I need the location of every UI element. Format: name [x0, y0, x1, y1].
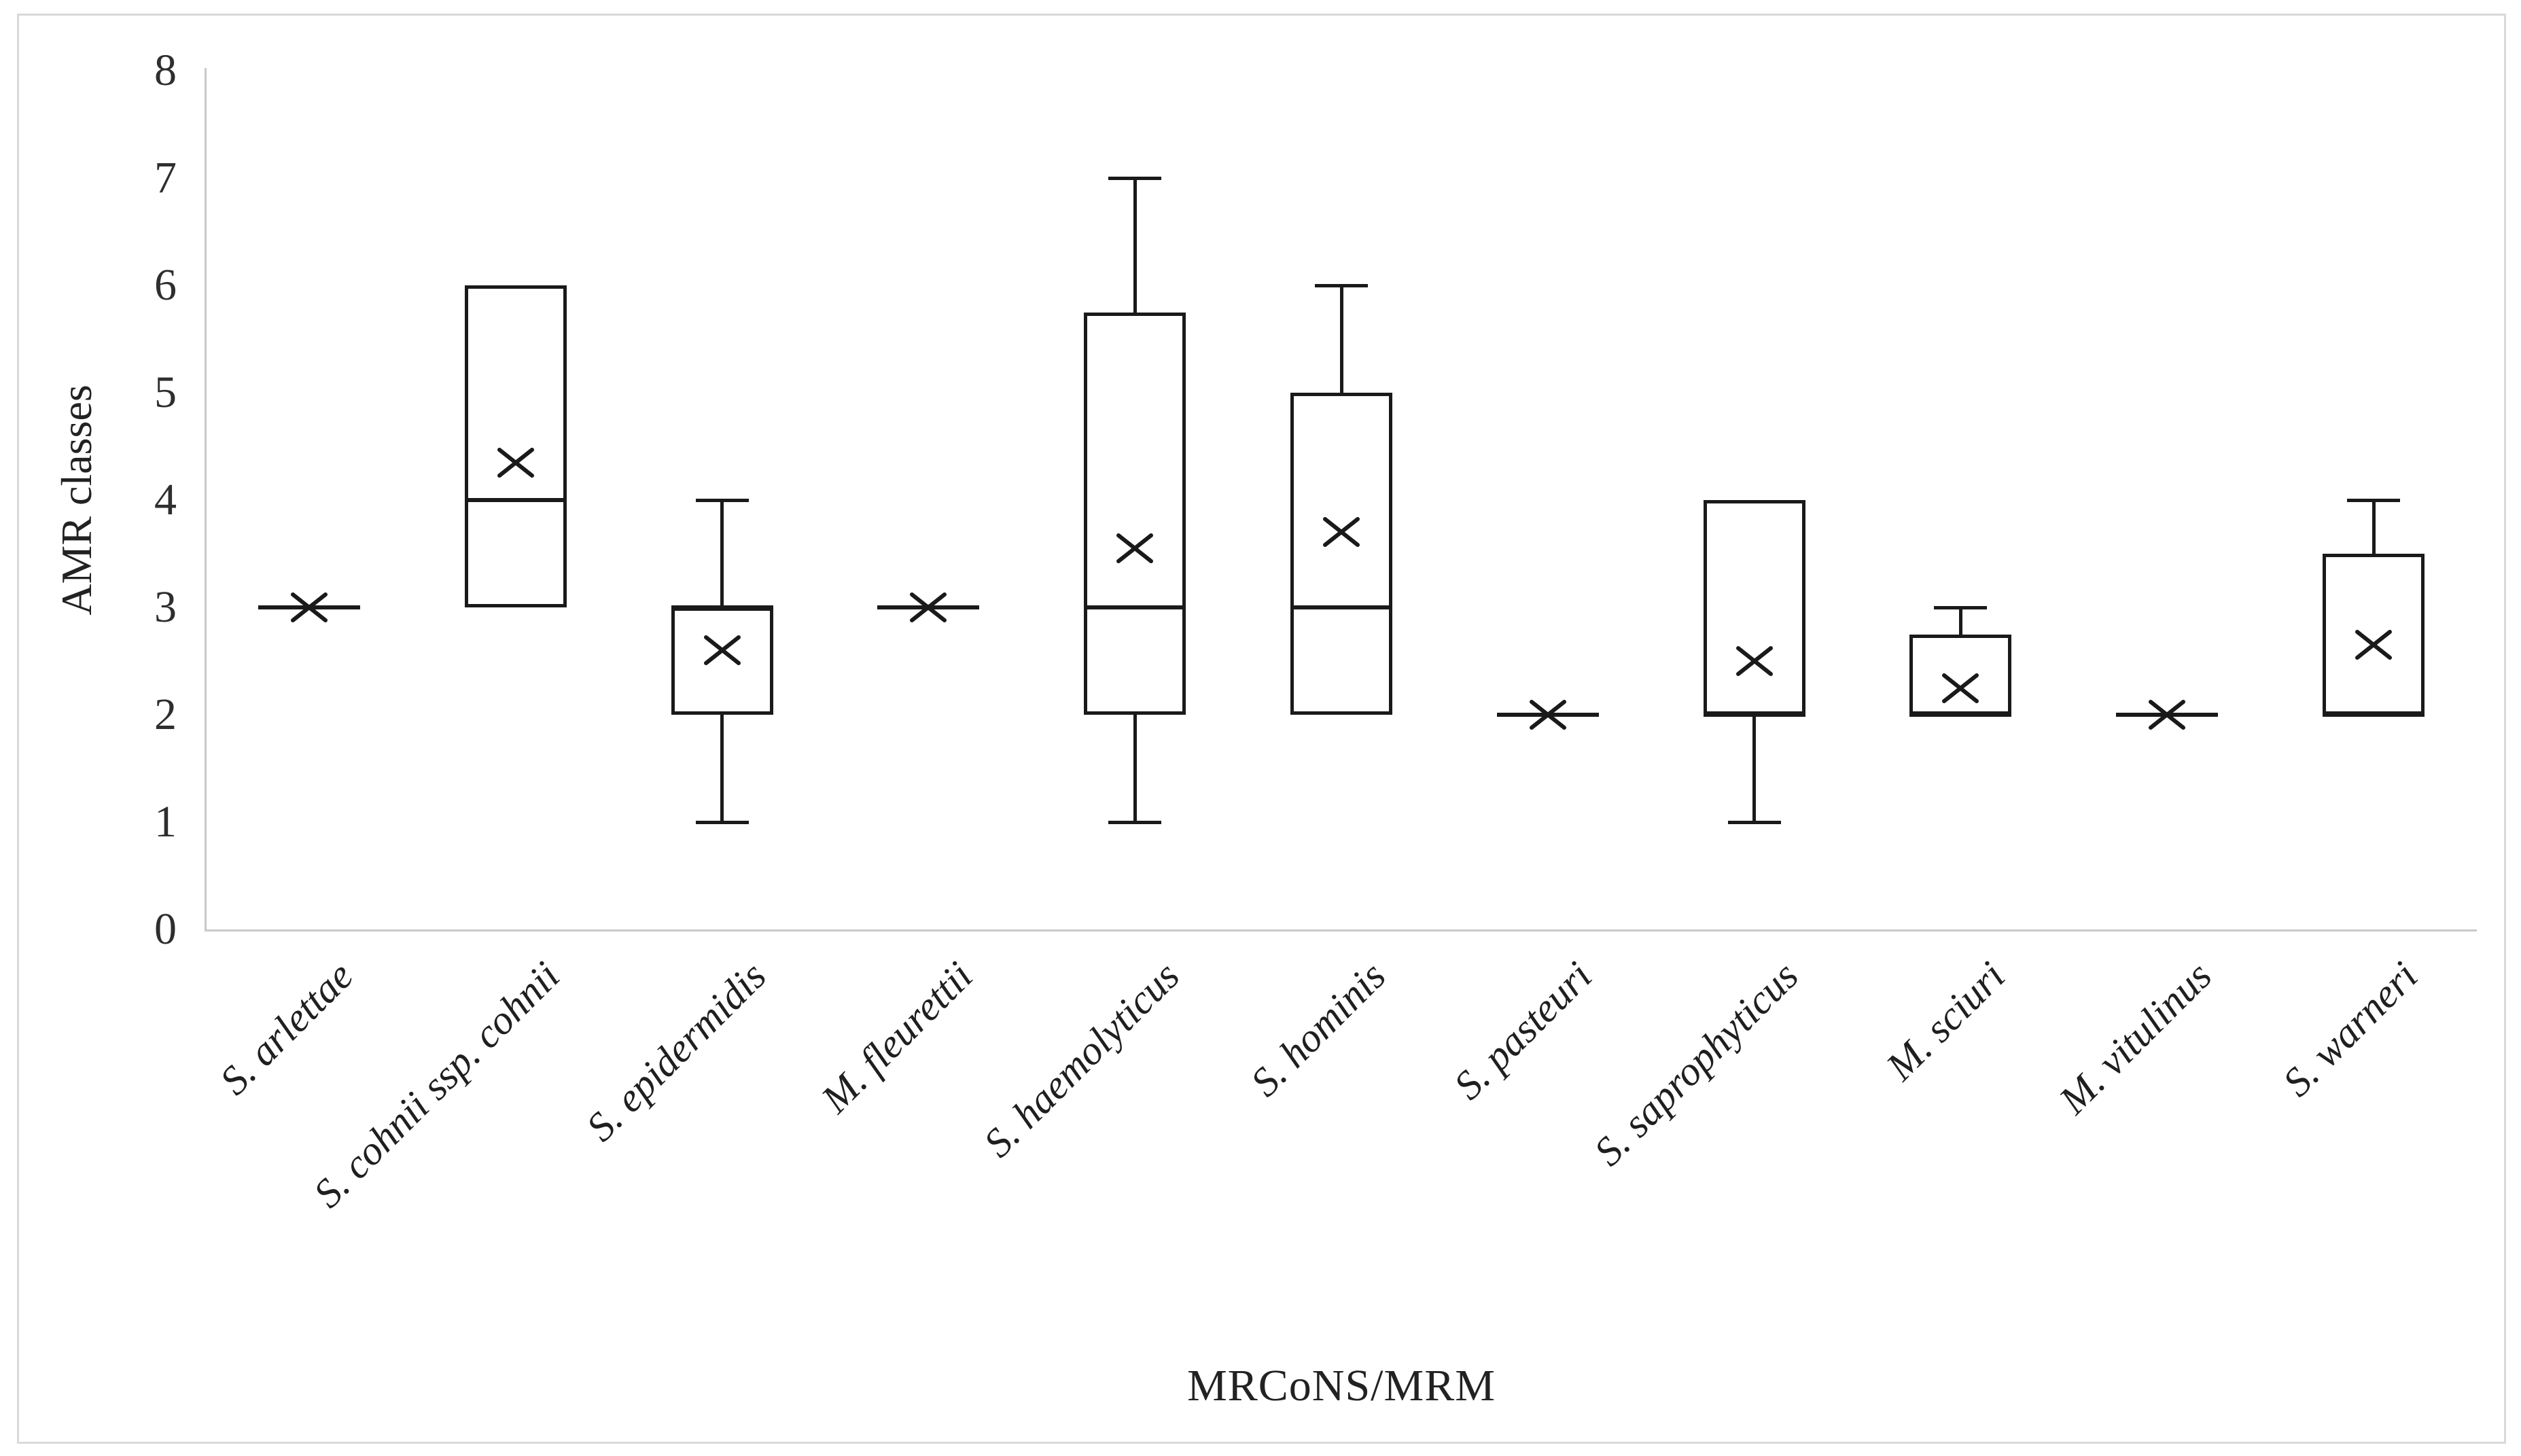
mean-x-marker — [1115, 532, 1154, 565]
upper-whisker-cap — [695, 498, 749, 502]
y-tick-label: 0 — [154, 904, 177, 954]
x-axis-line — [206, 929, 2477, 931]
y-tick-label: 6 — [154, 260, 177, 310]
median-line — [1290, 605, 1392, 609]
box-iqr — [464, 285, 567, 607]
mean-x-marker — [909, 591, 948, 624]
upper-whisker-cap — [2347, 498, 2401, 502]
mean-x-marker — [1528, 698, 1568, 731]
box-iqr — [1084, 312, 1186, 715]
lower-whisker-stem — [1133, 715, 1137, 822]
mean-x-marker — [1322, 516, 1361, 548]
upper-whisker-stem — [1958, 607, 1962, 635]
mean-x-marker — [2354, 628, 2393, 661]
upper-whisker-stem — [1339, 285, 1343, 393]
box-iqr — [1703, 500, 1805, 715]
upper-whisker-stem — [2372, 500, 2376, 554]
upper-whisker-stem — [1133, 178, 1137, 313]
upper-whisker-stem — [720, 500, 724, 607]
box-iqr — [1290, 393, 1392, 715]
y-tick-label: 5 — [154, 368, 177, 417]
y-tick-label: 8 — [154, 46, 177, 95]
median-line — [1909, 713, 2012, 717]
upper-whisker-cap — [1108, 176, 1162, 180]
mean-x-marker — [289, 591, 329, 624]
median-line — [464, 498, 567, 502]
median-line — [1084, 605, 1186, 609]
lower-whisker-stem — [1752, 715, 1757, 822]
mean-x-marker — [1735, 645, 1774, 677]
lower-whisker-stem — [720, 715, 724, 822]
median-line — [2323, 713, 2425, 717]
median-line — [1703, 713, 1805, 717]
y-tick-label: 1 — [154, 797, 177, 847]
figure-border — [17, 14, 2506, 1444]
median-line — [671, 605, 773, 609]
y-tick-label: 7 — [154, 153, 177, 202]
upper-whisker-cap — [1315, 283, 1368, 287]
x-axis-title: MRCoNS/MRM — [1187, 1361, 1496, 1410]
y-tick-label: 3 — [154, 582, 177, 632]
mean-x-marker — [496, 446, 535, 479]
mean-x-marker — [703, 634, 742, 667]
mean-x-marker — [2147, 698, 2187, 731]
lower-whisker-cap — [1727, 820, 1781, 824]
y-tick-label: 4 — [154, 475, 177, 525]
upper-whisker-cap — [1934, 605, 1988, 609]
mean-x-marker — [1941, 672, 1980, 705]
y-tick-label: 2 — [154, 690, 177, 739]
lower-whisker-cap — [1108, 820, 1162, 824]
y-axis-line — [205, 68, 207, 931]
lower-whisker-cap — [695, 820, 749, 824]
